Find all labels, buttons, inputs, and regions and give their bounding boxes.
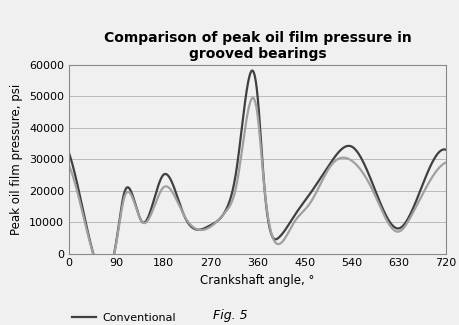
High performance [367, 184, 373, 188]
High performance [250, 96, 255, 100]
High performance [218, 214, 224, 218]
Conventional [360, 162, 366, 165]
High performance [66, 163, 72, 167]
X-axis label: Crankshaft angle, °: Crankshaft angle, ° [200, 274, 314, 287]
Conventional [442, 148, 448, 152]
Conventional [232, 174, 238, 178]
Conventional [325, 164, 331, 168]
High performance [232, 188, 238, 192]
Text: Fig. 5: Fig. 5 [212, 309, 247, 322]
Title: Comparison of peak oil film pressure in
grooved bearings: Comparison of peak oil film pressure in … [103, 31, 411, 61]
Conventional [367, 177, 373, 181]
Conventional [101, 274, 107, 278]
High performance [442, 161, 448, 164]
High performance [105, 270, 111, 274]
Conventional [218, 214, 224, 218]
Line: Conventional: Conventional [69, 71, 445, 276]
Conventional [105, 271, 111, 275]
Line: High performance: High performance [69, 98, 445, 275]
High performance [325, 167, 331, 171]
High performance [360, 172, 366, 176]
Conventional [66, 151, 72, 155]
High performance [101, 273, 107, 277]
Conventional [249, 69, 254, 72]
Y-axis label: Peak oil film pressure, psi: Peak oil film pressure, psi [11, 84, 23, 235]
Legend: Conventional, High performance: Conventional, High performance [71, 312, 203, 325]
